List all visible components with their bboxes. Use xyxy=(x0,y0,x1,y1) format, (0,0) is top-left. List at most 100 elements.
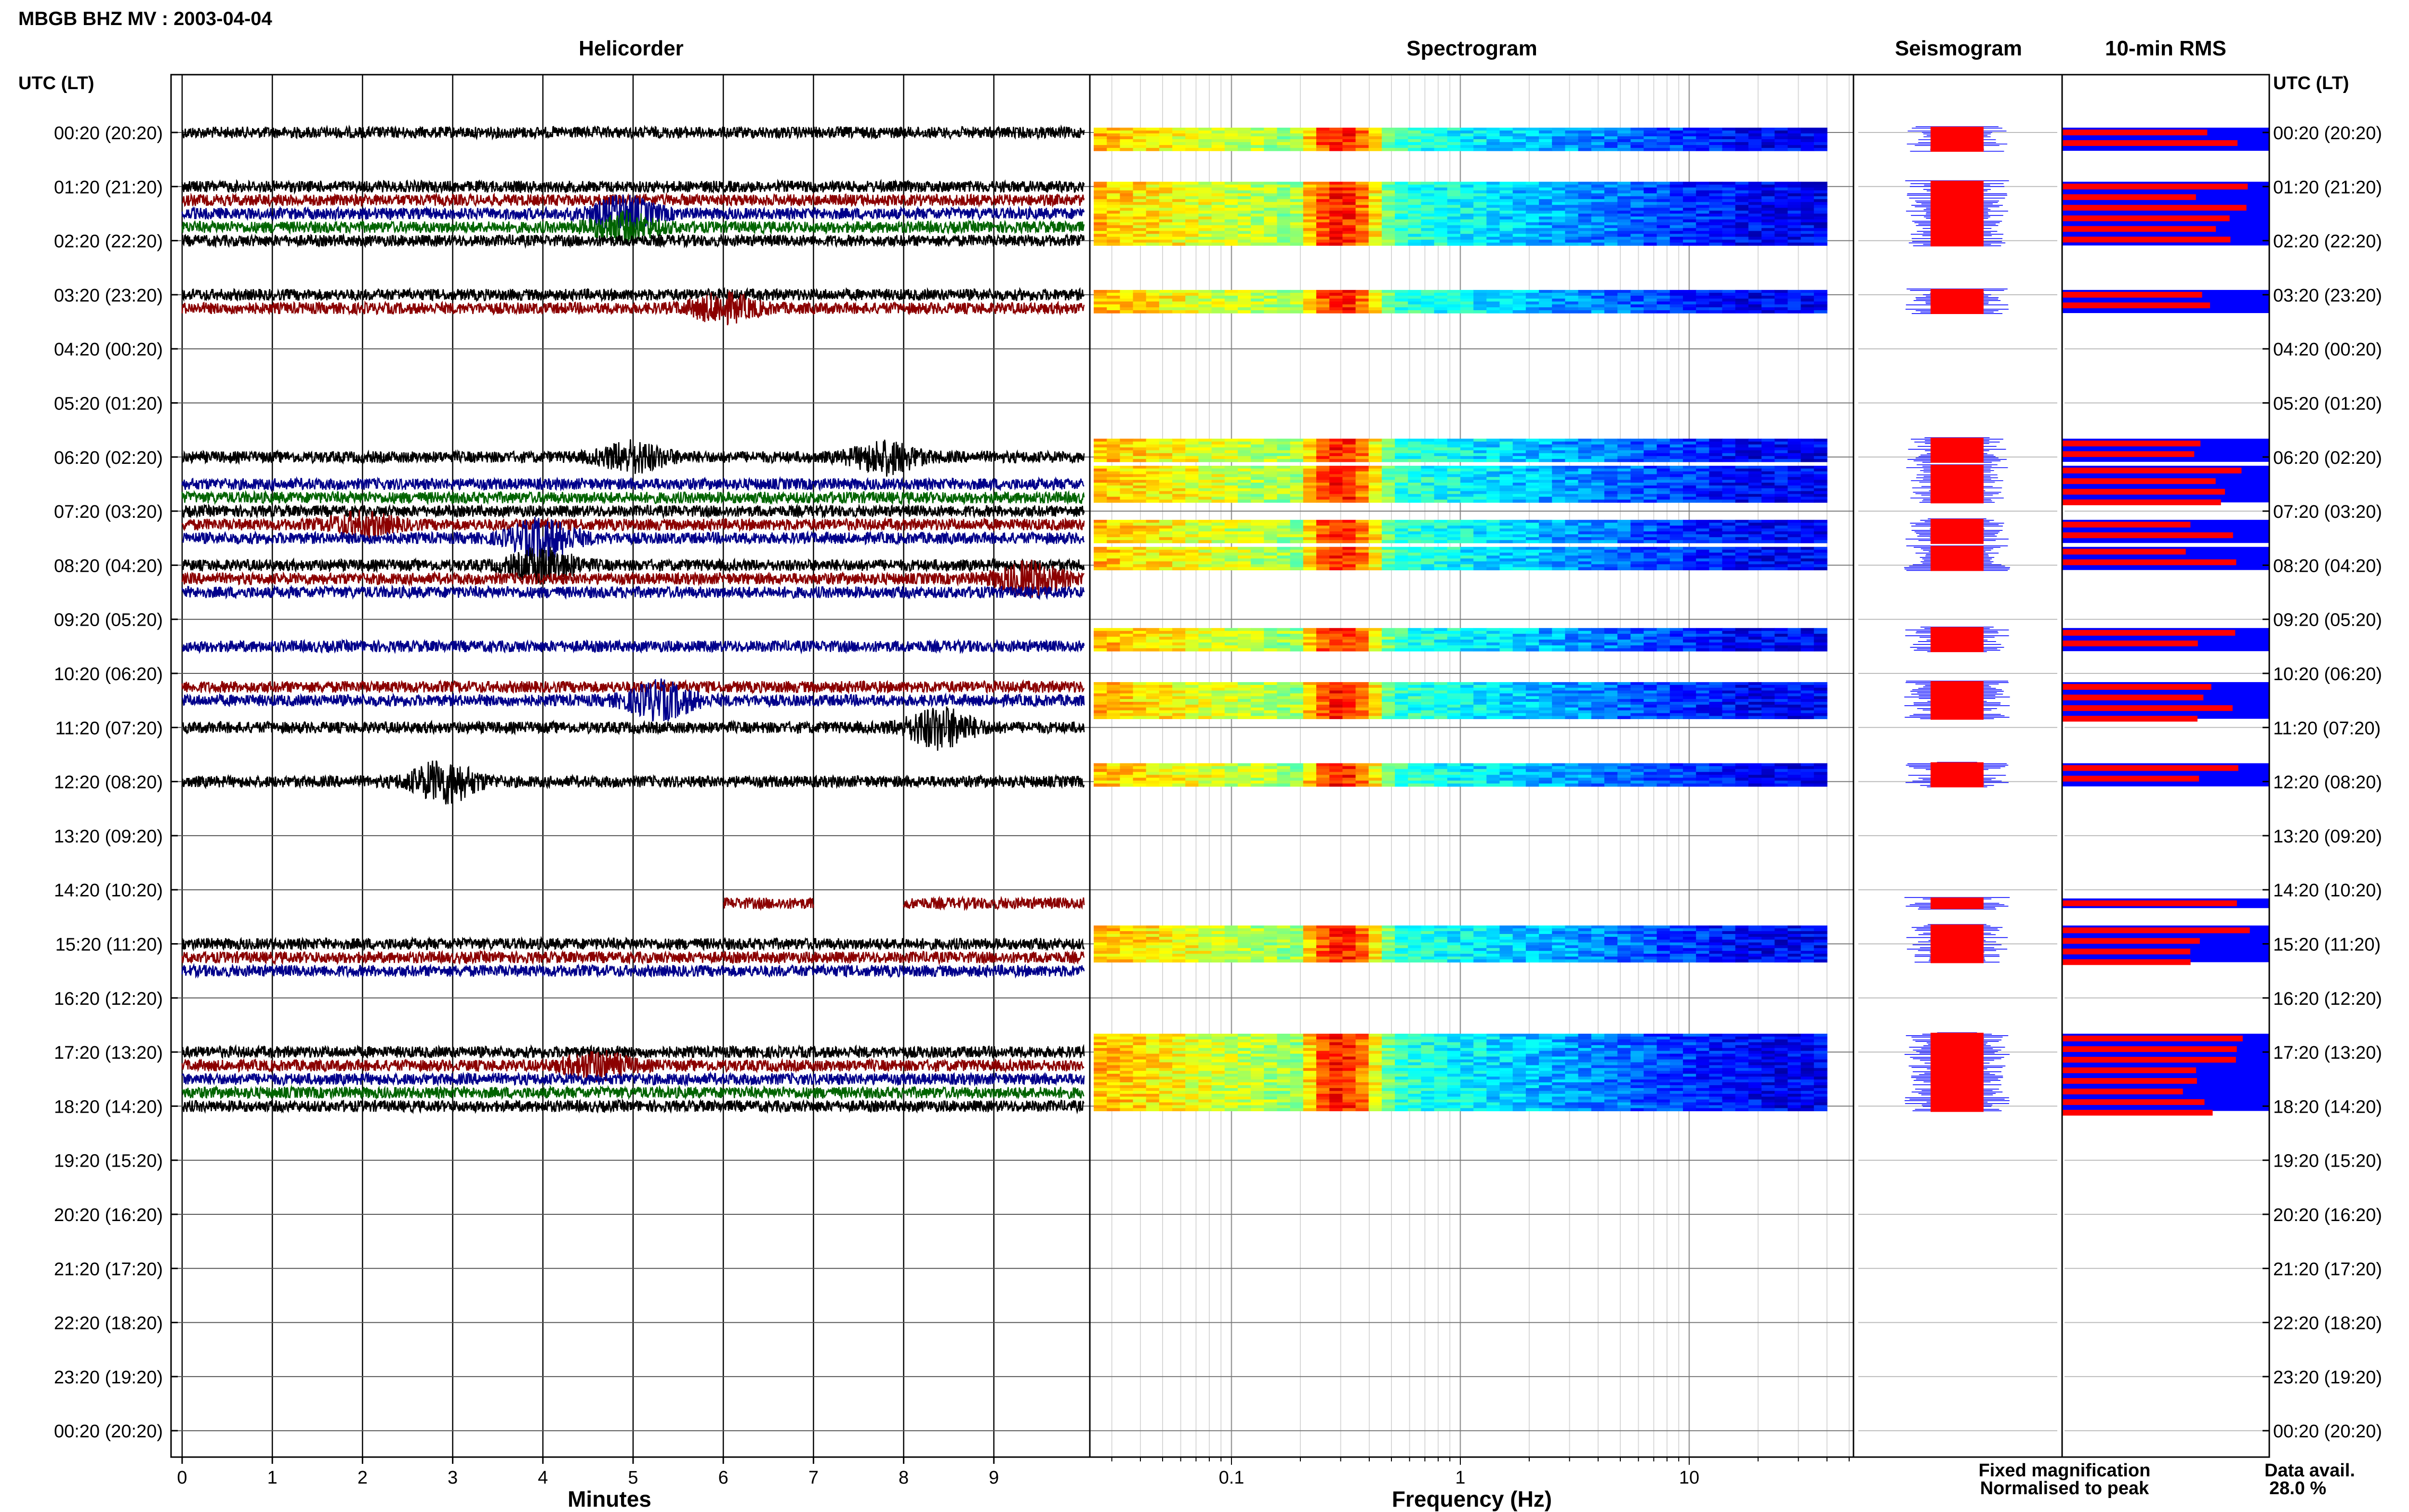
spectrogram-cell xyxy=(1735,145,1749,148)
spectrogram-cell xyxy=(1133,684,1147,688)
spectrogram-cell xyxy=(1238,289,1251,293)
spectrogram-cell xyxy=(1355,444,1369,448)
spectrogram-cell xyxy=(1748,237,1762,240)
spectrogram-cell xyxy=(1539,540,1553,543)
spectrogram-cell xyxy=(1198,187,1212,191)
spectrogram-cell xyxy=(1264,483,1278,486)
spectrogram-cell xyxy=(1277,142,1291,145)
spectrogram-cell xyxy=(1355,184,1369,188)
spectrogram-cell xyxy=(1316,693,1330,697)
spectrogram-cell xyxy=(1238,202,1251,205)
spectrogram-cell xyxy=(1630,196,1644,199)
spectrogram-cell xyxy=(1486,500,1500,503)
spectrogram-cell xyxy=(1774,636,1788,640)
spectrogram-cell xyxy=(1172,228,1186,232)
spectrogram-cell xyxy=(1800,523,1814,526)
spectrogram-cell xyxy=(1211,292,1225,296)
spectrogram-cell xyxy=(1094,485,1107,489)
spectrogram-cell xyxy=(1146,682,1160,685)
spectrogram-cell xyxy=(1290,537,1304,540)
spectrogram-cell xyxy=(1683,526,1696,529)
spectrogram-cell xyxy=(1643,456,1657,460)
spectrogram-cell xyxy=(1539,205,1553,208)
spectrogram-cell xyxy=(1499,131,1513,134)
spectrogram-cell xyxy=(1447,202,1461,205)
spectrogram-cell xyxy=(1434,564,1448,567)
spectrogram-cell xyxy=(1368,639,1382,643)
spectrogram-cell xyxy=(1591,468,1605,472)
spectrogram-cell xyxy=(1303,133,1317,137)
spectrogram-cell xyxy=(1224,488,1238,492)
spectrogram-cell xyxy=(1329,148,1343,151)
spectrogram-cell xyxy=(1224,182,1238,185)
spectrogram-cell xyxy=(1342,523,1356,526)
spectrogram-cell xyxy=(1395,242,1409,246)
spectrogram-cell xyxy=(1578,196,1592,199)
spectrogram-cell xyxy=(1120,547,1134,550)
spectrogram-cell xyxy=(1761,534,1775,538)
spectrogram-cell xyxy=(1735,453,1749,457)
spectrogram-cell xyxy=(1512,550,1526,553)
spectrogram-cell xyxy=(1172,307,1186,311)
spectrogram-cell xyxy=(1460,480,1474,483)
spectrogram-cell xyxy=(1434,239,1448,243)
spectrogram-cell xyxy=(1512,184,1526,188)
spectrogram-cell xyxy=(1107,199,1121,202)
spectrogram-cell xyxy=(1486,639,1500,643)
spectrogram-cell xyxy=(1421,190,1435,194)
spectrogram-cell xyxy=(1447,450,1461,454)
spectrogram-cell xyxy=(1421,187,1435,191)
spectrogram-cell xyxy=(1421,225,1435,229)
spectrogram-cell xyxy=(1486,494,1500,497)
spectrogram-cell xyxy=(1408,239,1422,243)
spectrogram-cell xyxy=(1800,555,1814,559)
spectrogram-cell xyxy=(1578,687,1592,691)
spectrogram-block xyxy=(1094,289,1827,314)
spectrogram-cell xyxy=(1512,193,1526,197)
spectrogram-cell xyxy=(1172,523,1186,526)
spectrogram-cell xyxy=(1277,564,1291,567)
spectrogram-cell xyxy=(1395,682,1409,685)
spectrogram-cell xyxy=(1669,550,1683,553)
spectrogram-cell xyxy=(1787,485,1801,489)
spectrogram-cell xyxy=(1591,441,1605,445)
spectrogram-cell xyxy=(1683,555,1696,559)
spectrogram-cell xyxy=(1630,497,1644,500)
spectrogram-cell xyxy=(1578,459,1592,462)
spectrogram-cell xyxy=(1381,687,1395,691)
spectrogram-cell xyxy=(1120,444,1134,448)
spectrogram-cell xyxy=(1761,684,1775,688)
spectrogram-cell xyxy=(1748,485,1762,489)
spectrogram-cell xyxy=(1447,208,1461,211)
spectrogram-cell xyxy=(1486,142,1500,145)
spectrogram-cell xyxy=(1290,239,1304,243)
spectrogram-cell xyxy=(1211,628,1225,631)
spectrogram-cell xyxy=(1709,237,1723,240)
spectrogram-cell xyxy=(1355,526,1369,529)
spectrogram-cell xyxy=(1264,564,1278,567)
spectrogram-cell xyxy=(1525,483,1539,486)
spectrogram-cell xyxy=(1120,465,1134,469)
spectrogram-cell xyxy=(1434,497,1448,500)
spectrogram-cell xyxy=(1761,537,1775,540)
spectrogram-cell xyxy=(1421,182,1435,185)
spectrogram-cell xyxy=(1329,494,1343,497)
spectrogram-cell xyxy=(1604,310,1618,314)
spectrogram-cell xyxy=(1748,184,1762,188)
spectrogram-cell xyxy=(1368,142,1382,145)
spectrogram-cell xyxy=(1238,480,1251,483)
spectrogram-cell xyxy=(1539,534,1553,538)
spectrogram-cell xyxy=(1185,547,1199,550)
spectrogram-cell xyxy=(1303,208,1317,211)
spectrogram-cell xyxy=(1211,307,1225,311)
spectrogram-cell xyxy=(1277,471,1291,475)
spectrogram-cell xyxy=(1800,136,1814,140)
spectrogram-cell xyxy=(1133,483,1147,486)
spectrogram-cell xyxy=(1748,239,1762,243)
spectrogram-cell xyxy=(1264,133,1278,137)
spectrogram-cell xyxy=(1604,636,1618,640)
spectrogram-cell xyxy=(1630,148,1644,151)
spectrogram-cell xyxy=(1434,148,1448,151)
spectrogram-cell xyxy=(1512,645,1526,649)
spectrogram-cell xyxy=(1748,139,1762,143)
